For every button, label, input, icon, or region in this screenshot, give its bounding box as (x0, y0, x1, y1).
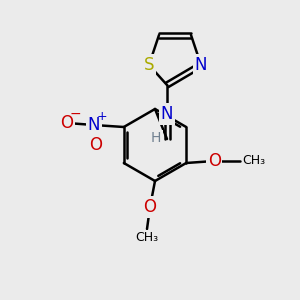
Text: O: O (60, 114, 73, 132)
Text: S: S (144, 56, 154, 74)
Text: −: − (70, 107, 82, 121)
Text: H: H (151, 131, 161, 145)
Text: N: N (161, 105, 173, 123)
Text: N: N (195, 56, 207, 74)
Text: +: + (97, 110, 107, 122)
Text: N: N (88, 116, 100, 134)
Text: CH₃: CH₃ (135, 231, 159, 244)
Text: O: O (143, 198, 157, 216)
Text: O: O (89, 136, 102, 154)
Text: O: O (208, 152, 221, 170)
Text: CH₃: CH₃ (242, 154, 265, 167)
